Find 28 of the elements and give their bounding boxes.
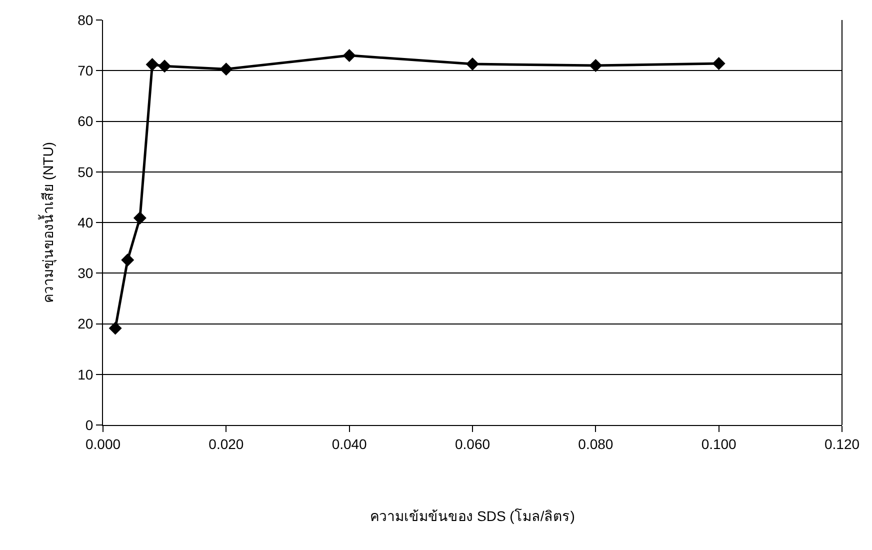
- y-tick-label: 70: [78, 62, 94, 79]
- point: [121, 253, 134, 266]
- y-tick-label: 30: [78, 265, 94, 282]
- y-tick-label: 10: [78, 366, 94, 382]
- point: [158, 60, 172, 73]
- point: [146, 58, 159, 72]
- y-tick-label: 40: [78, 214, 94, 230]
- point: [342, 48, 356, 62]
- x-tick-label: 0.060: [454, 436, 490, 452]
- x-tick-label: 0.000: [85, 436, 121, 452]
- point: [108, 322, 122, 335]
- x-tick-label: 0.100: [701, 436, 737, 452]
- point: [133, 211, 146, 224]
- x-tick-label: 0.020: [208, 436, 244, 452]
- x-axis-title: ความเข้มข้นของ SDS (โมล/ลิตร): [370, 508, 575, 524]
- point: [589, 59, 602, 72]
- x-tick-label: 0.040: [332, 436, 368, 452]
- y-axis-title: ความขุ่นของน้ำเสีย (NTU): [38, 142, 58, 303]
- y-tick-label: 80: [78, 12, 94, 28]
- x-tick-label: 0.080: [578, 436, 614, 452]
- point: [466, 58, 479, 71]
- x-tick-label: 0.120: [824, 436, 860, 452]
- y-tick-label: 0: [85, 416, 94, 433]
- point: [220, 62, 233, 76]
- y-tick-label: 50: [78, 164, 94, 180]
- y-tick-label: 20: [78, 316, 94, 332]
- y-tick-label: 60: [78, 113, 94, 130]
- point: [712, 57, 726, 70]
